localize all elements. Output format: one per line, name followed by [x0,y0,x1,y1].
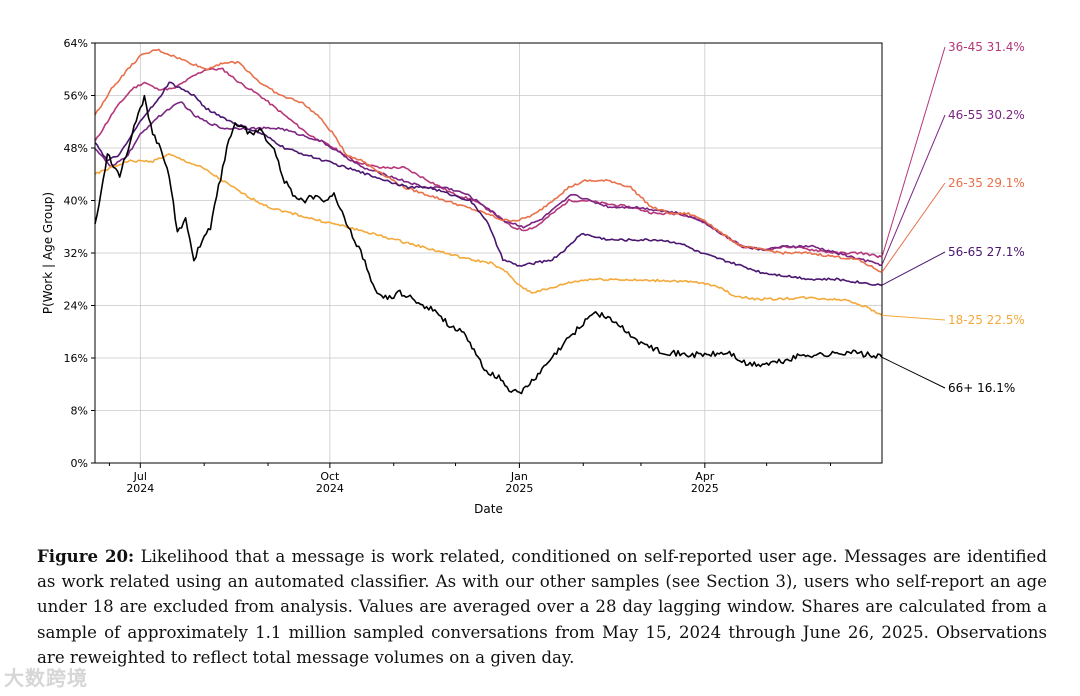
legend: 36-45 31.4% 46-55 30.2% 26-35 29.1% 56-65 2… [881,40,1025,395]
x-tick-label-month: Jan [510,470,528,483]
legend-leader-66+ [881,356,946,389]
series-line-26-35 [94,48,883,273]
y-tick-label: 64% [64,37,88,50]
legend-label-46-55: 46-55 30.2% [948,108,1025,122]
series-line-66+ [94,94,883,395]
series-line-56-65 [94,81,883,286]
figure-caption: Figure 20: Likelihood that a message is … [37,544,1047,670]
series-line-36-45 [94,67,883,259]
watermark: 大数跨境 [4,666,88,690]
y-tick-label: 16% [64,352,88,365]
series-line-46-55 [94,101,883,267]
legend-leader-56-65 [881,251,946,286]
series-line-18-25 [94,153,883,316]
x-tick-label-month: Jul [133,470,147,483]
y-tick-label: 32% [64,247,88,260]
legend-leader-18-25 [881,314,946,321]
x-tick-label-year: 2024 [126,482,154,495]
legend-label-66+: 66+ 16.1% [948,381,1015,395]
x-tick-label-year: 2025 [691,482,719,495]
legend-label-26-35: 26-35 29.1% [948,176,1025,190]
y-tick-label: 0% [71,457,88,470]
legend-label-36-45: 36-45 31.4% [948,40,1025,54]
grid-lines [95,42,882,464]
legend-label-18-25: 18-25 22.5% [948,313,1025,327]
y-tick-label: 24% [64,300,88,313]
x-axis-title: Date [474,502,503,516]
x-tick-label-year: 2025 [505,482,533,495]
axis-ticks: 0%8%16%24%32%40%48%56%64%Jul2024Oct2024J… [64,37,831,495]
legend-label-56-65: 56-65 27.1% [948,245,1025,259]
caption-text: Likelihood that a message is work relate… [37,547,1047,667]
figure-label: Figure 20: [37,546,135,566]
y-tick-label: 48% [64,142,88,155]
y-tick-label: 40% [64,195,88,208]
y-tick-label: 56% [64,90,88,103]
y-axis-title: P(Work | Age Group) [41,192,55,314]
series-lines [94,48,883,395]
x-tick-label-month: Apr [695,470,715,483]
line-chart: 0%8%16%24%32%40%48%56%64%Jul2024Oct2024J… [41,37,1025,516]
x-tick-label-month: Oct [320,470,340,483]
legend-leader-46-55 [881,114,946,266]
legend-leader-26-35 [881,182,946,273]
y-tick-label: 8% [71,405,88,418]
legend-leader-36-45 [881,46,946,258]
x-tick-label-year: 2024 [316,482,344,495]
